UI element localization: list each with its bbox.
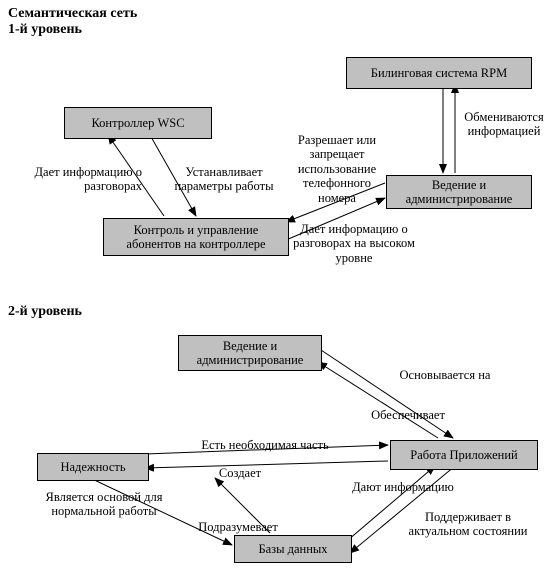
node-admin2: Ведение и администрирование	[178, 335, 322, 371]
node-rpm: Билинговая система RPM	[346, 57, 532, 89]
node-admin: Ведение и администрирование	[386, 175, 532, 209]
label-apps-reliab-top: Есть необходимая часть	[180, 438, 350, 452]
label-reliab-db: Является основой для нормальной работы	[44, 490, 164, 519]
node-ctrl: Контроль и управление абонентов на контр…	[103, 218, 289, 256]
label-wsc-ctrl-right: Устанавливает параметры работы	[163, 165, 285, 194]
node-reliab: Надежность	[37, 453, 149, 481]
label-apps-db-bot: Поддерживает в актуальном состоянии	[398, 510, 538, 539]
label-rpm-admin: Обмениваются информацией	[458, 110, 550, 139]
label-db-implies: Подразумевает	[183, 520, 293, 534]
label-apps-reliab-bot: Создает	[200, 466, 280, 480]
node-db: Базы данных	[234, 535, 352, 563]
node-apps: Работа Приложений	[390, 440, 538, 470]
label-apps-db-top: Дают информацию	[338, 480, 468, 494]
label-admin-ctrl-top: Разрешает или запрещает использование те…	[286, 133, 388, 205]
label-admin-ctrl-bot: Дает информацию о разговорах на высоком …	[290, 222, 418, 265]
label-admin-apps-top: Основывается на	[380, 368, 510, 382]
label-admin-apps-bot: Обеспечивает	[358, 408, 458, 422]
label-wsc-ctrl-left: Дает информацию о разговорах	[20, 165, 142, 194]
node-wsc: Контроллер WSC	[64, 107, 212, 139]
